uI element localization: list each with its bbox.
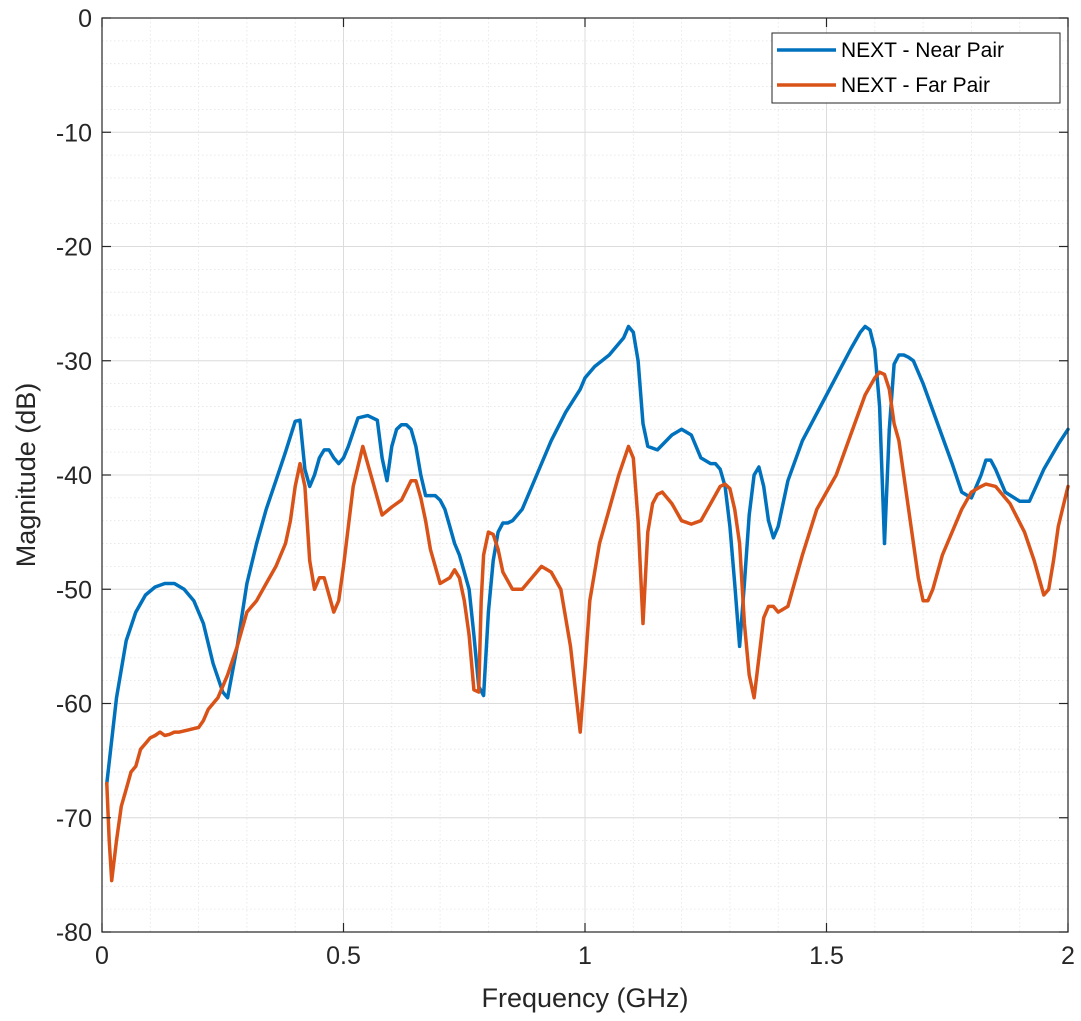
series-layer: [105, 324, 1070, 883]
x-tick-label: 0: [95, 942, 109, 970]
series-line-near-pair: [105, 324, 1070, 786]
x-tick-label: 1.5: [809, 942, 844, 970]
legend-box: [771, 32, 1061, 104]
y-axis-label: Magnitude (dB): [11, 383, 41, 568]
y-tick-label: -40: [56, 462, 92, 490]
y-tick-label: -80: [56, 919, 92, 947]
legend: NEXT - Near Pair NEXT - Far Pair: [771, 32, 1061, 104]
y-tick-label: -50: [56, 576, 92, 604]
tick-labels: 0 0.5 1 1.5 2 -80 -70 -60 -50 -40 -30 -20 -10 0: [56, 5, 1075, 970]
y-tick-label: -30: [56, 348, 92, 376]
axis-ticks: [101, 17, 1069, 933]
y-tick-label: -60: [56, 691, 92, 719]
legend-label-near-pair: NEXT - Near Pair: [841, 39, 1004, 62]
series-line-far-pair: [105, 370, 1070, 883]
x-tick-label: 1: [578, 942, 592, 970]
y-tick-label: -20: [56, 234, 92, 262]
y-tick-label: -10: [56, 119, 92, 147]
x-tick-label: 2: [1061, 942, 1075, 970]
legend-label-far-pair: NEXT - Far Pair: [841, 74, 990, 97]
x-tick-label: 0.5: [326, 942, 361, 970]
y-tick-label: 0: [78, 5, 92, 33]
x-axis-label: Frequency (GHz): [481, 983, 688, 1013]
y-tick-label: -70: [56, 805, 92, 833]
